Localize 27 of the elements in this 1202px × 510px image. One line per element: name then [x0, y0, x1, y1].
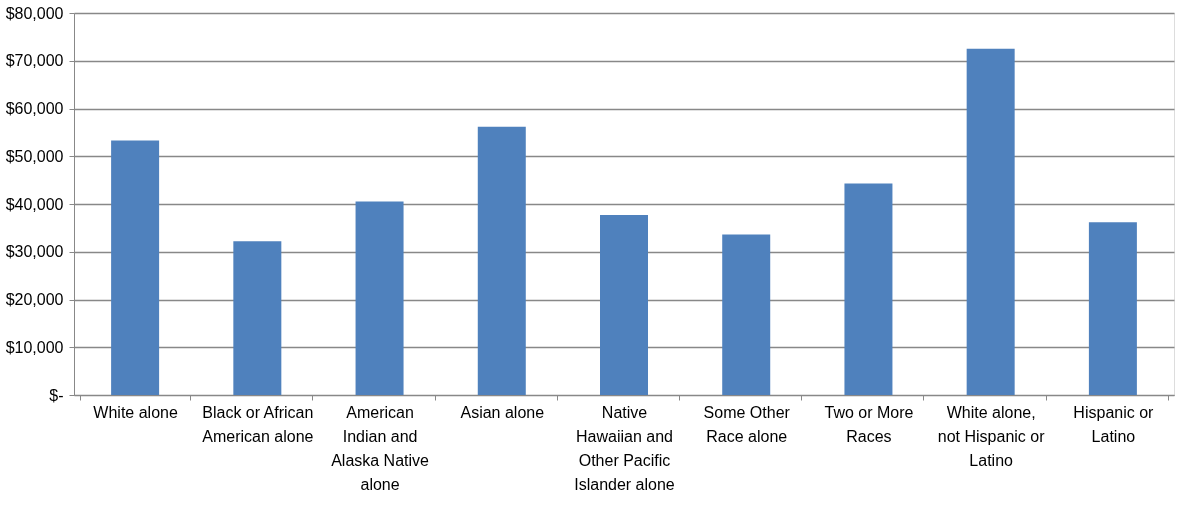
bar: [111, 140, 160, 395]
y-tick-label: $-: [49, 386, 64, 404]
x-tick-label: Hispanic or Latino: [1073, 403, 1155, 445]
y-tick-label: $80,000: [5, 4, 64, 22]
y-tick-label: $40,000: [5, 195, 64, 213]
y-tick-label: $30,000: [5, 243, 64, 261]
x-tick-label: White alone: [93, 403, 178, 421]
x-tick-label: American Indian and Alaska Native alone: [331, 403, 430, 493]
x-tick-label: Some Other Race alone: [703, 403, 791, 445]
bar: [722, 234, 771, 395]
y-tick-label: $10,000: [5, 338, 64, 356]
y-tick-label: $50,000: [5, 147, 64, 165]
y-tick-label: $70,000: [5, 52, 64, 70]
bar: [600, 214, 648, 395]
x-tick-label: White alone, not Hispanic or Latino: [937, 403, 1046, 469]
x-tick-label: Asian alone: [460, 403, 545, 421]
bar: [233, 241, 282, 395]
bar: [966, 48, 1015, 395]
y-tick-label: $60,000: [5, 100, 64, 117]
x-tick-label: Black or African American alone: [202, 403, 314, 445]
bar: [1088, 222, 1137, 395]
y-tick-label: $20,000: [5, 291, 64, 308]
bar: [477, 126, 526, 395]
bar: [844, 183, 893, 395]
x-tick-label: Two or More Races: [824, 403, 914, 445]
x-tick-label: Native Hawaiian and Other Pacific Islander alone: [574, 403, 675, 493]
bar: [355, 201, 404, 395]
